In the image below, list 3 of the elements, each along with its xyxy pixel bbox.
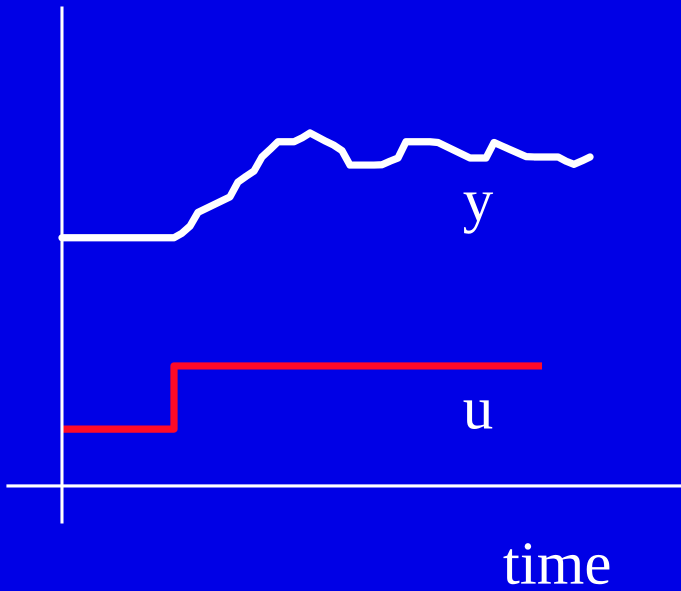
x-axis-title: time [503, 543, 610, 584]
series-label: y [463, 192, 494, 234]
series-label: u [464, 400, 492, 430]
